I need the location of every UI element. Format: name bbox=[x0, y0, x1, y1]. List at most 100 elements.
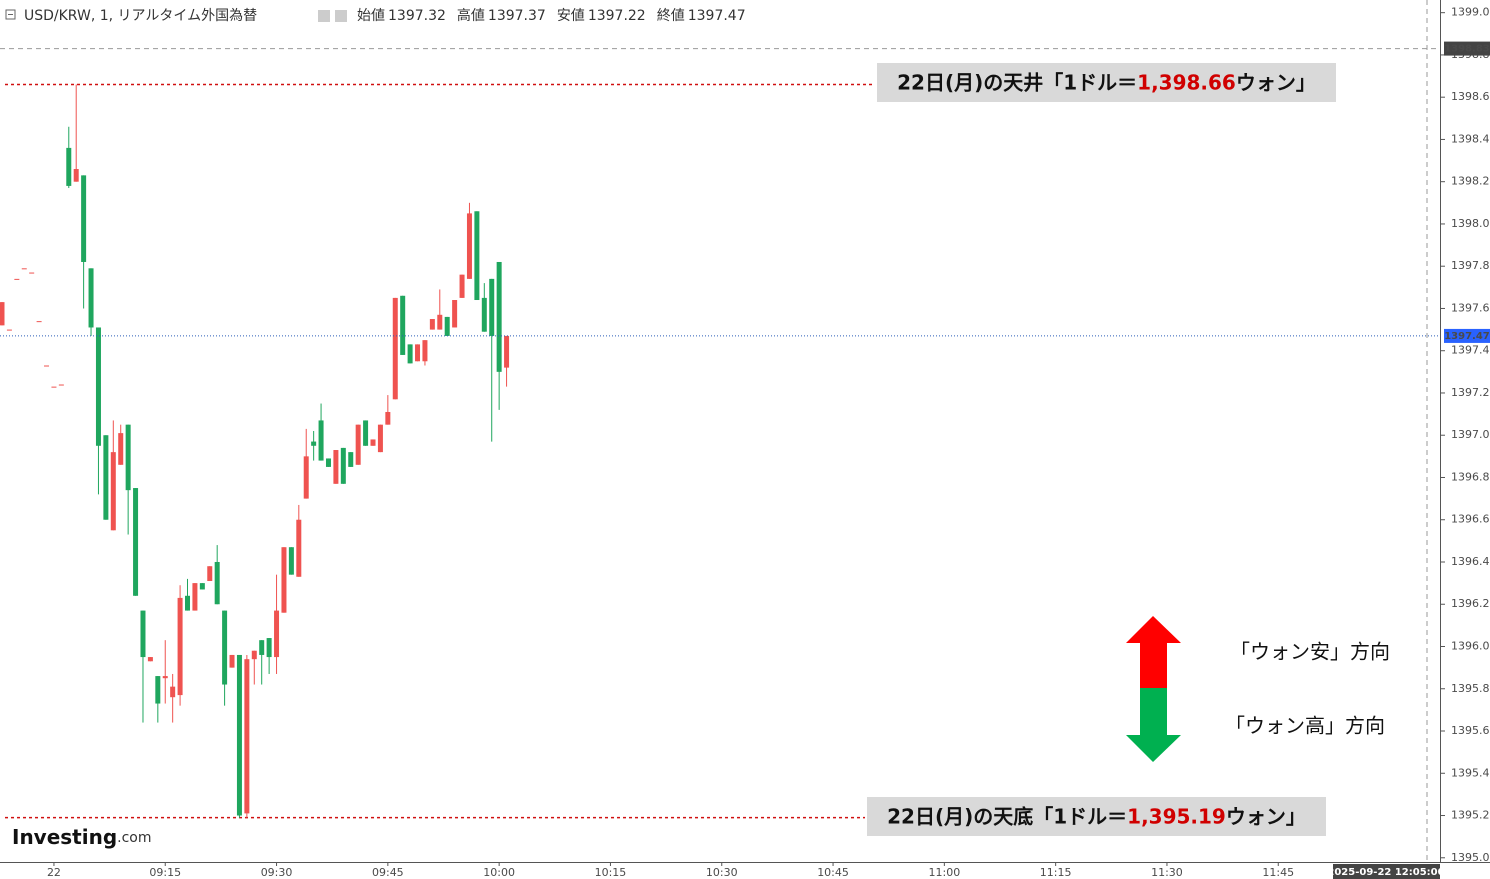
candle-body bbox=[348, 452, 354, 467]
candle-body bbox=[103, 435, 109, 520]
candle-body bbox=[429, 319, 435, 330]
candle-body bbox=[21, 268, 27, 270]
candle-body bbox=[14, 278, 20, 280]
candle-body bbox=[296, 519, 302, 577]
x-tick-label: 10:00 bbox=[483, 866, 515, 879]
candle-body bbox=[415, 344, 421, 362]
time-label-box bbox=[1333, 864, 1440, 879]
x-tick-label: 11:45 bbox=[1262, 866, 1294, 879]
candle-body bbox=[325, 458, 331, 467]
candle-body bbox=[236, 654, 242, 816]
candle-body bbox=[259, 640, 265, 655]
x-tick-label: 10:30 bbox=[706, 866, 738, 879]
header-label: 安値 bbox=[557, 8, 585, 24]
candle-body bbox=[155, 676, 161, 704]
candle-body bbox=[214, 561, 220, 605]
header-icon bbox=[335, 10, 347, 22]
candle-body bbox=[370, 439, 376, 446]
y-tick-label: 1397.20 bbox=[1451, 386, 1490, 399]
candle-body bbox=[207, 566, 213, 582]
annotation-suffix: ウォン」 bbox=[1236, 70, 1316, 94]
header-value: 1397.37 bbox=[488, 8, 546, 24]
candle-body bbox=[444, 316, 450, 336]
y-tick-label: 1398.20 bbox=[1451, 175, 1490, 188]
candle-body bbox=[437, 314, 443, 330]
x-tick-label: 11:00 bbox=[929, 866, 961, 879]
x-tick-label: 09:30 bbox=[261, 866, 293, 879]
x-tick-label: 10:45 bbox=[817, 866, 849, 879]
candle-body bbox=[36, 321, 42, 323]
y-tick-label: 1398.40 bbox=[1451, 132, 1490, 145]
header-label: 高値 bbox=[457, 7, 485, 24]
arrows bbox=[1126, 616, 1181, 762]
candle-body bbox=[244, 659, 250, 814]
down-arrow bbox=[1126, 688, 1181, 762]
candle-body bbox=[199, 583, 205, 590]
x-tick-label: 10:15 bbox=[595, 866, 627, 879]
candle-body bbox=[6, 329, 12, 331]
last-price-box bbox=[1444, 328, 1490, 343]
candle-body bbox=[281, 547, 287, 613]
candle-body bbox=[311, 441, 317, 446]
candle-body bbox=[133, 488, 139, 596]
chart-title: USD/KRW, 1, リアルタイム外国為替 bbox=[24, 8, 257, 24]
candle-body bbox=[73, 169, 79, 182]
candle-body bbox=[385, 411, 391, 425]
candle-body bbox=[162, 676, 168, 679]
candle-body bbox=[422, 340, 428, 362]
y-tick-label: 1396.20 bbox=[1451, 597, 1490, 610]
annotation-value: 1,398.66 bbox=[1137, 70, 1236, 94]
candle-body bbox=[459, 274, 465, 298]
candle-body bbox=[340, 447, 346, 484]
candle-body bbox=[496, 261, 502, 372]
candle-body bbox=[170, 686, 176, 698]
candle-body bbox=[147, 657, 153, 662]
candle-body bbox=[400, 295, 406, 355]
candle-body bbox=[88, 268, 94, 328]
header-value: 1397.22 bbox=[588, 8, 646, 24]
candle-body bbox=[481, 297, 487, 332]
x-tick-label: 11:30 bbox=[1151, 866, 1183, 879]
candle-body bbox=[192, 583, 198, 611]
logo: Investing.com bbox=[12, 825, 152, 849]
candle-body bbox=[229, 654, 235, 668]
candle-body bbox=[303, 456, 309, 499]
candle-body bbox=[333, 450, 339, 484]
candle-body bbox=[452, 300, 458, 328]
y-tick-label: 1396.40 bbox=[1451, 555, 1490, 568]
x-tick-label: 11:15 bbox=[1040, 866, 1072, 879]
candle-body bbox=[66, 147, 72, 186]
logo-suffix: .com bbox=[117, 830, 151, 846]
annotation-prefix: 22日(月)の天井「1ドル＝ bbox=[897, 70, 1137, 94]
candle-body bbox=[377, 424, 383, 453]
y-tick-label: 1398.00 bbox=[1451, 217, 1490, 230]
logo-name: Investing bbox=[12, 825, 117, 849]
crosshair-price-box bbox=[1444, 41, 1490, 56]
header-label: 終値 bbox=[657, 8, 685, 24]
candle-body bbox=[392, 297, 398, 400]
arrow-label: 「ウォン安」方向 bbox=[1230, 640, 1390, 664]
last-price-label: 1397.47 bbox=[1444, 331, 1490, 342]
y-tick-label: 1397.00 bbox=[1451, 428, 1490, 441]
crosshair-price-label: 1398.83 bbox=[1444, 44, 1490, 55]
header-label: 始値 bbox=[357, 8, 385, 24]
collapse-icon bbox=[5, 9, 16, 20]
candle-body bbox=[274, 610, 280, 658]
candle-body bbox=[125, 424, 131, 491]
header-icon bbox=[318, 10, 330, 22]
annotation-text: 22日(月)の天底「1ドル＝1,395.19ウォン」 bbox=[887, 804, 1306, 828]
y-tick-label: 1395.40 bbox=[1451, 766, 1490, 779]
candle-body bbox=[251, 650, 257, 660]
candle-body bbox=[318, 420, 324, 461]
y-tick-label: 1396.80 bbox=[1451, 470, 1490, 483]
y-tick-label: 1399.00 bbox=[1451, 6, 1490, 19]
candle-body bbox=[44, 365, 50, 367]
annotation-suffix: ウォン」 bbox=[1226, 804, 1306, 828]
candle-body bbox=[222, 610, 228, 685]
candle-body bbox=[0, 302, 5, 326]
candle-body bbox=[466, 213, 472, 279]
candle-body bbox=[407, 344, 413, 364]
y-tick-label: 1396.00 bbox=[1451, 640, 1490, 653]
